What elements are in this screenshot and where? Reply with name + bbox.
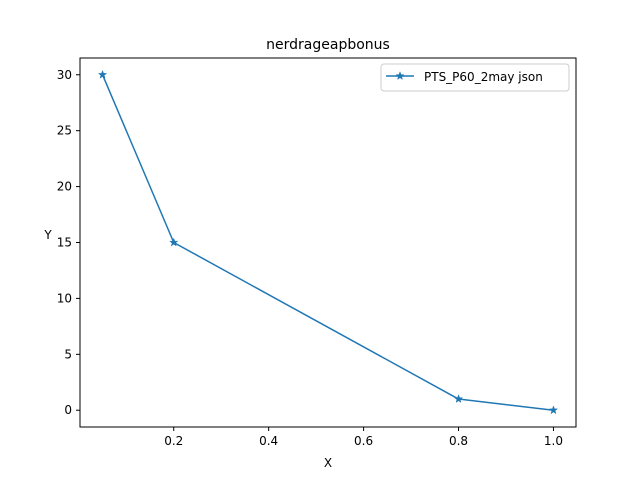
series-line [101,74,554,411]
x-tick-label: 0.8 [449,434,468,448]
y-axis-label: Y [43,228,52,242]
y-tick-label: 15 [57,236,72,250]
x-tick-label: 0.2 [164,434,183,448]
ticks: 0.2 0.4 0.6 0.8 1.0 0 5 10 15 20 25 30 [57,68,563,448]
y-tick-label: 5 [64,347,72,361]
series-group [97,69,559,415]
x-tick-label: 0.4 [259,434,278,448]
legend-label: PTS_P60_2may json [424,70,543,84]
y-tick-label: 30 [57,68,72,82]
data-point-marker [453,394,464,404]
chart-title: nerdrageapbonus [266,37,390,53]
y-tick-label: 25 [57,124,72,138]
x-tick-label: 0.6 [354,434,373,448]
x-axis-label: X [324,456,332,470]
y-tick-label: 0 [64,403,72,417]
data-point-marker [97,69,108,79]
y-tick-label: 10 [57,291,72,305]
x-tick-label: 1.0 [544,434,563,448]
data-point-marker [169,237,179,247]
y-tick-label: 20 [57,180,72,194]
data-point-marker [548,405,559,415]
legend: PTS_P60_2may json [380,63,570,92]
legend-marker [395,71,405,81]
legend-box [380,63,570,92]
